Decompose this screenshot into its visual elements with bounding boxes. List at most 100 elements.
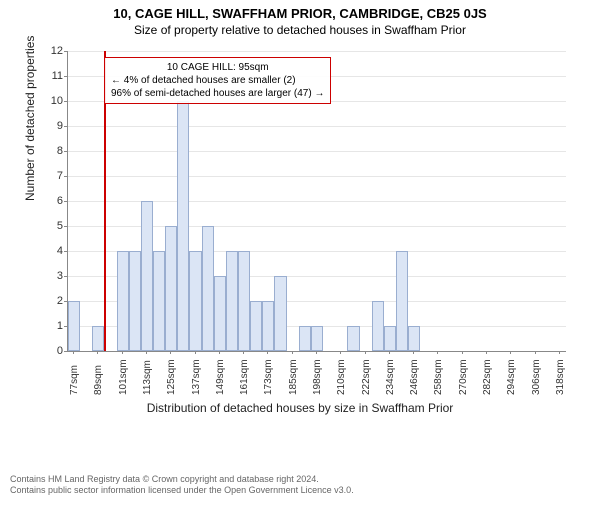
annotation-box: 10 CAGE HILL: 95sqm ← 4% of detached hou… <box>104 57 331 104</box>
y-tick-mark <box>64 176 67 177</box>
x-tick-mark <box>316 351 317 354</box>
histogram-bar <box>384 326 396 351</box>
x-tick-mark <box>243 351 244 354</box>
footer-line-1: Contains HM Land Registry data © Crown c… <box>10 474 354 485</box>
x-tick-label: 318sqm <box>555 359 566 395</box>
x-tick-mark <box>413 351 414 354</box>
x-tick-mark <box>510 351 511 354</box>
x-tick-label: 77sqm <box>69 365 80 395</box>
x-tick-label: 234sqm <box>385 359 396 395</box>
x-tick-mark <box>73 351 74 354</box>
x-tick-mark <box>219 351 220 354</box>
x-tick-mark <box>146 351 147 354</box>
y-tick-mark <box>64 276 67 277</box>
annot-line-2: ← 4% of detached houses are smaller (2) <box>111 74 324 87</box>
y-tick-mark <box>64 201 67 202</box>
histogram-bar <box>347 326 359 351</box>
x-tick-label: 258sqm <box>433 359 444 395</box>
y-tick-label: 8 <box>15 145 63 157</box>
histogram-bar <box>68 301 80 351</box>
x-tick-label: 282sqm <box>482 359 493 395</box>
x-tick-label: 210sqm <box>336 359 347 395</box>
x-tick-label: 173sqm <box>263 359 274 395</box>
histogram-bar <box>311 326 323 351</box>
x-tick-label: 101sqm <box>118 359 129 395</box>
annot-line-3: 96% of semi-detached houses are larger (… <box>111 87 324 100</box>
x-tick-mark <box>122 351 123 354</box>
y-tick-label: 7 <box>15 170 63 182</box>
histogram-bar <box>396 251 408 351</box>
x-tick-mark <box>559 351 560 354</box>
histogram-bar <box>226 251 238 351</box>
histogram-bar <box>92 326 104 351</box>
y-tick-label: 2 <box>15 295 63 307</box>
x-tick-mark <box>195 351 196 354</box>
x-tick-mark <box>535 351 536 354</box>
histogram-bar <box>117 251 129 351</box>
x-tick-label: 137sqm <box>191 359 202 395</box>
histogram-bar <box>165 226 177 351</box>
chart-title: 10, CAGE HILL, SWAFFHAM PRIOR, CAMBRIDGE… <box>0 6 600 21</box>
y-tick-mark <box>64 101 67 102</box>
x-tick-mark <box>486 351 487 354</box>
histogram-bar <box>129 251 141 351</box>
y-tick-label: 12 <box>15 45 63 57</box>
annot-line-1: 10 CAGE HILL: 95sqm <box>111 61 324 74</box>
y-tick-label: 4 <box>15 245 63 257</box>
x-axis-label: Distribution of detached houses by size … <box>15 401 585 415</box>
y-tick-mark <box>64 301 67 302</box>
y-tick-mark <box>64 151 67 152</box>
y-tick-label: 9 <box>15 120 63 132</box>
footer-line-2: Contains public sector information licen… <box>10 485 354 496</box>
y-tick-mark <box>64 226 67 227</box>
grid-line <box>68 151 566 152</box>
x-tick-label: 185sqm <box>288 359 299 395</box>
grid-line <box>68 126 566 127</box>
y-tick-mark <box>64 51 67 52</box>
histogram-bar <box>262 301 274 351</box>
y-tick-mark <box>64 251 67 252</box>
x-tick-label: 270sqm <box>458 359 469 395</box>
x-tick-label: 89sqm <box>93 365 104 395</box>
y-tick-mark <box>64 326 67 327</box>
y-tick-mark <box>64 126 67 127</box>
plot-region: 10 CAGE HILL: 95sqm ← 4% of detached hou… <box>67 51 566 352</box>
y-tick-mark <box>64 76 67 77</box>
x-tick-label: 246sqm <box>409 359 420 395</box>
chart-area: Number of detached properties 10 CAGE HI… <box>15 41 585 411</box>
x-tick-label: 222sqm <box>361 359 372 395</box>
chart-subtitle: Size of property relative to detached ho… <box>0 23 600 37</box>
x-tick-mark <box>170 351 171 354</box>
y-tick-label: 0 <box>15 345 63 357</box>
grid-line <box>68 51 566 52</box>
x-tick-mark <box>267 351 268 354</box>
y-tick-label: 1 <box>15 320 63 332</box>
x-tick-mark <box>365 351 366 354</box>
histogram-bar <box>189 251 201 351</box>
histogram-bar <box>250 301 262 351</box>
histogram-bar <box>238 251 250 351</box>
x-tick-mark <box>97 351 98 354</box>
histogram-bar <box>372 301 384 351</box>
histogram-bar <box>153 251 165 351</box>
x-tick-mark <box>462 351 463 354</box>
histogram-bar <box>177 101 189 351</box>
x-tick-mark <box>437 351 438 354</box>
histogram-bar <box>214 276 226 351</box>
y-tick-label: 3 <box>15 270 63 282</box>
x-tick-label: 294sqm <box>506 359 517 395</box>
x-tick-label: 161sqm <box>239 359 250 395</box>
y-tick-mark <box>64 351 67 352</box>
footer-text: Contains HM Land Registry data © Crown c… <box>10 474 354 496</box>
x-tick-mark <box>292 351 293 354</box>
histogram-bar <box>202 226 214 351</box>
x-tick-label: 113sqm <box>142 360 153 395</box>
y-tick-label: 6 <box>15 195 63 207</box>
grid-line <box>68 176 566 177</box>
y-tick-label: 10 <box>15 95 63 107</box>
x-tick-label: 306sqm <box>531 359 542 395</box>
x-tick-label: 198sqm <box>312 359 323 395</box>
y-tick-label: 11 <box>15 70 63 82</box>
x-tick-label: 149sqm <box>215 359 226 395</box>
histogram-bar <box>141 201 153 351</box>
